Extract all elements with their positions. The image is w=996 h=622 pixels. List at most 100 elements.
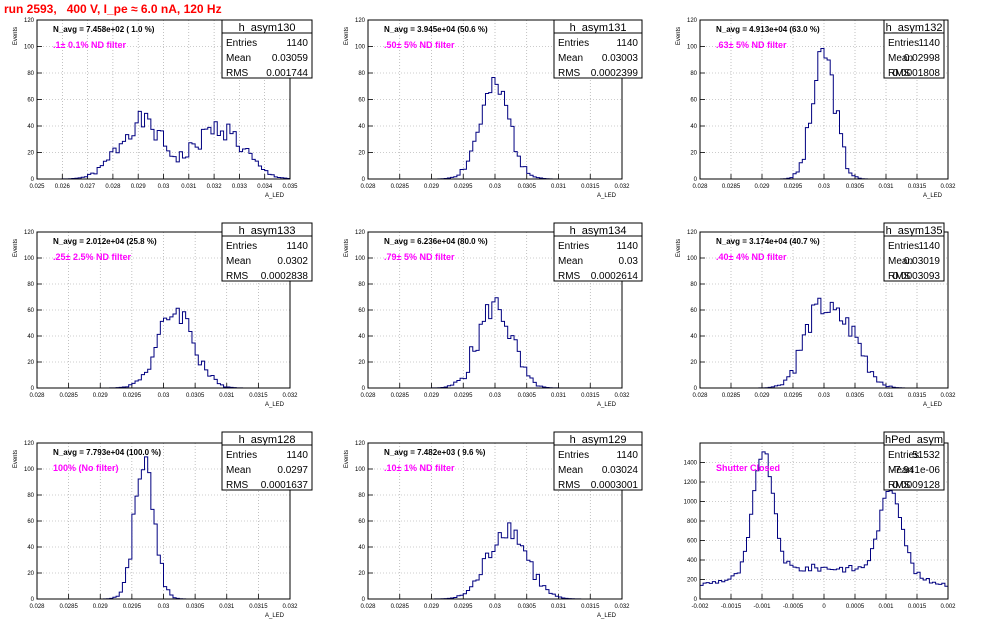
y-tick-label: 60 <box>358 308 365 314</box>
stats-value: 0.03059 <box>272 53 309 64</box>
y-tick-label: 200 <box>687 578 698 584</box>
x-tick-label: 0.0305 <box>846 184 865 190</box>
x-tick-label: 0.0295 <box>454 393 473 399</box>
histogram-panel-h_asym128: 0.028 0.0285 0.029 0.0295 0.03 0.0305 0.031 0.0… <box>13 431 313 619</box>
x-tick-label: 0.032 <box>940 184 956 190</box>
y-axis-label: Events <box>344 239 350 257</box>
x-tick-label: 0.028 <box>692 393 708 399</box>
y-tick-label: 0 <box>31 386 35 392</box>
x-tick-label: 0.031 <box>219 604 235 610</box>
x-tick-label: 0.0295 <box>123 604 142 610</box>
x-tick-label: 0.031 <box>551 393 567 399</box>
y-tick-label: 1200 <box>684 480 698 486</box>
stats-key: RMS <box>226 271 249 282</box>
stats-value: 0.0001808 <box>893 68 941 79</box>
stats-title: hPed_asym <box>885 434 943 446</box>
y-tick-label: 1000 <box>684 500 698 506</box>
stats-key: Entries <box>558 241 589 252</box>
stats-value: 0.0009128 <box>893 480 941 491</box>
plot-frame <box>36 442 291 600</box>
stats-value: 1140 <box>918 241 940 252</box>
stats-key: Entries <box>226 450 257 461</box>
stats-key: Mean <box>226 53 251 64</box>
x-tick-label: 0.0315 <box>249 393 268 399</box>
navg-label: N_avg = 7.458e+02 ( 1.0 %) <box>53 25 155 34</box>
histogram-panel-h_asym130: 0.025 0.026 0.027 0.028 0.029 0.03 0.031 0.032 0… <box>13 18 313 199</box>
plot-frame <box>36 231 291 389</box>
x-tick-label: 0.0315 <box>581 604 600 610</box>
plot-frame <box>699 442 949 600</box>
y-axis-label: Events <box>13 450 19 468</box>
x-tick-label: 0.0285 <box>391 604 410 610</box>
x-tick-label: 0.03 <box>489 184 501 190</box>
y-tick-label: 40 <box>27 124 34 130</box>
stats-box <box>221 431 313 491</box>
x-tick-label: 0.034 <box>257 184 273 190</box>
x-tick-label: 0.03 <box>158 393 170 399</box>
stats-value: 1140 <box>616 38 638 49</box>
filter-annotation: .1± 0.1% ND filter <box>53 40 126 50</box>
filter-annotation: .63± 5% ND filter <box>716 40 787 50</box>
x-tick-label: 0.028 <box>360 393 376 399</box>
x-tick-label: 0.0315 <box>908 184 927 190</box>
x-tick-label: 0.028 <box>29 604 45 610</box>
x-tick-label: 0.028 <box>360 184 376 190</box>
x-tick-label: 0.032 <box>282 393 298 399</box>
y-tick-label: 60 <box>690 308 697 314</box>
stats-box <box>221 19 313 79</box>
filter-annotation: .79± 5% ND filter <box>384 252 455 262</box>
x-tick-label: 0.028 <box>360 604 376 610</box>
y-tick-label: 100 <box>24 256 35 262</box>
x-tick-label: 0.029 <box>93 604 109 610</box>
stats-key: Mean <box>888 53 913 64</box>
y-axis-label: Events <box>676 239 682 257</box>
x-tick-label: -0.002 <box>691 604 709 610</box>
y-tick-label: 40 <box>358 124 365 130</box>
y-tick-label: 0 <box>31 177 35 183</box>
stats-value: 0.0003001 <box>591 480 639 491</box>
y-tick-label: 100 <box>355 256 366 262</box>
x-tick-label: 0.033 <box>232 184 248 190</box>
y-tick-label: 0 <box>362 597 366 603</box>
navg-label: N_avg = 6.236e+04 (80.0 %) <box>384 237 488 246</box>
y-tick-label: 40 <box>690 124 697 130</box>
y-tick-label: 0 <box>362 177 366 183</box>
x-tick-label: 0.0305 <box>186 604 205 610</box>
stats-value: 0.0003093 <box>893 271 941 282</box>
stats-key: RMS <box>558 271 581 282</box>
y-tick-label: 120 <box>355 230 366 236</box>
stats-title: h_asym129 <box>570 434 627 446</box>
y-tick-label: 0 <box>694 597 698 603</box>
x-tick-label: 0.0295 <box>454 184 473 190</box>
y-tick-label: 120 <box>687 18 698 24</box>
y-tick-label: 120 <box>24 441 35 447</box>
page-title: run 2593, 400 V, I_pe ≈ 6.0 nA, 120 Hz <box>4 2 222 16</box>
plot-frame <box>36 19 291 180</box>
x-tick-label: 0.03 <box>158 184 170 190</box>
stats-value: 0.0002838 <box>261 271 309 282</box>
filter-annotation: .50± 5% ND filter <box>384 40 455 50</box>
stats-value: 0.03019 <box>904 256 941 267</box>
y-tick-label: 600 <box>687 539 698 545</box>
histogram-panel-h_asym135: 0.028 0.0285 0.029 0.0295 0.03 0.0305 0.031 0.0… <box>676 222 956 408</box>
x-tick-label: 0.0015 <box>908 604 927 610</box>
x-tick-label: 0.028 <box>105 184 121 190</box>
filter-annotation: Shutter Closed <box>716 463 780 473</box>
stats-value: 0.02998 <box>904 53 941 64</box>
y-tick-label: 100 <box>24 467 35 473</box>
histogram-curve <box>368 297 622 389</box>
y-tick-label: 100 <box>355 467 366 473</box>
x-tick-label: 0.03 <box>818 184 830 190</box>
x-tick-label: 0.0315 <box>581 184 600 190</box>
y-tick-label: 80 <box>27 71 34 77</box>
x-tick-label: 0 <box>822 604 826 610</box>
y-tick-label: 60 <box>358 98 365 104</box>
stats-key: Entries <box>888 241 919 252</box>
x-tick-label: 0.028 <box>29 393 45 399</box>
y-tick-label: 80 <box>358 282 365 288</box>
x-tick-label: 0.031 <box>219 393 235 399</box>
histogram-panel-h_asym132: 0.028 0.0285 0.029 0.0295 0.03 0.0305 0.031 0.0… <box>676 18 956 199</box>
stats-key: Entries <box>226 241 257 252</box>
histogram-panel-h_asym133: 0.028 0.0285 0.029 0.0295 0.03 0.0305 0.031 0.0… <box>13 222 313 408</box>
y-tick-label: 120 <box>355 441 366 447</box>
